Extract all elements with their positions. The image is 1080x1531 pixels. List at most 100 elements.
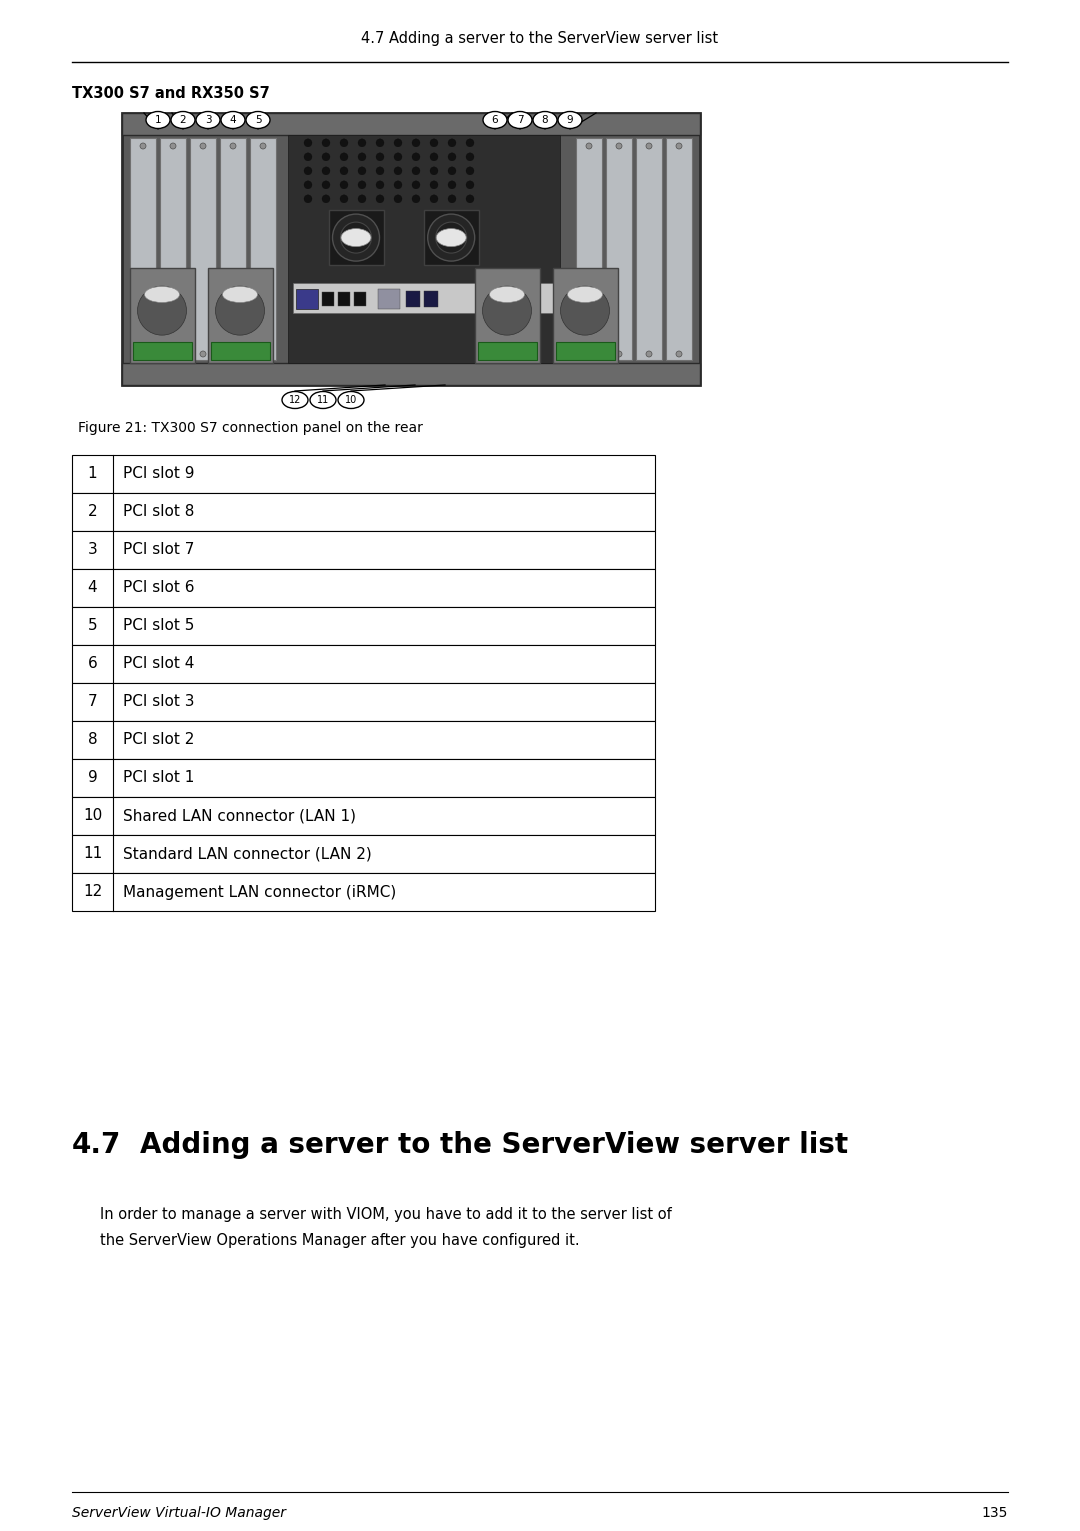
Ellipse shape — [221, 112, 245, 129]
Circle shape — [260, 142, 266, 149]
Circle shape — [260, 351, 266, 357]
Bar — [122, 363, 700, 384]
Ellipse shape — [338, 392, 364, 409]
Bar — [211, 341, 270, 360]
Circle shape — [340, 153, 348, 161]
Circle shape — [448, 194, 456, 202]
Bar — [72, 493, 654, 531]
Bar — [72, 759, 654, 798]
Circle shape — [376, 194, 384, 202]
Text: 1: 1 — [154, 115, 161, 126]
Circle shape — [322, 181, 330, 188]
Bar — [72, 683, 654, 721]
Text: 12: 12 — [288, 395, 301, 406]
Ellipse shape — [341, 228, 372, 246]
Circle shape — [200, 351, 206, 357]
Circle shape — [357, 181, 366, 188]
Circle shape — [616, 142, 622, 149]
Bar — [423, 210, 478, 265]
Circle shape — [137, 286, 187, 335]
Bar — [130, 138, 156, 360]
Bar — [72, 455, 654, 493]
Bar — [474, 268, 540, 363]
Bar — [576, 138, 602, 360]
Text: 6: 6 — [491, 115, 498, 126]
Bar — [249, 138, 276, 360]
Ellipse shape — [222, 286, 257, 303]
Ellipse shape — [489, 286, 525, 303]
Circle shape — [411, 139, 420, 147]
Circle shape — [448, 181, 456, 188]
Bar — [424, 291, 438, 306]
Ellipse shape — [282, 392, 308, 409]
Text: 135: 135 — [982, 1507, 1008, 1520]
Text: Shared LAN connector (LAN 1): Shared LAN connector (LAN 1) — [123, 808, 356, 824]
Ellipse shape — [146, 112, 170, 129]
Bar — [322, 292, 334, 306]
Circle shape — [646, 351, 652, 357]
Circle shape — [676, 351, 681, 357]
Bar — [636, 138, 662, 360]
Text: 8: 8 — [87, 732, 97, 747]
Text: Adding a server to the ServerView server list: Adding a server to the ServerView server… — [140, 1131, 848, 1159]
Ellipse shape — [558, 112, 582, 129]
Text: PCI slot 8: PCI slot 8 — [123, 505, 194, 519]
Circle shape — [303, 194, 312, 202]
Circle shape — [357, 167, 366, 175]
Text: PCI slot 6: PCI slot 6 — [123, 580, 194, 596]
Bar — [122, 113, 700, 384]
Circle shape — [200, 142, 206, 149]
Circle shape — [376, 139, 384, 147]
Ellipse shape — [567, 286, 603, 303]
Circle shape — [394, 167, 402, 175]
Circle shape — [303, 153, 312, 161]
Text: 2: 2 — [87, 505, 97, 519]
Text: PCI slot 7: PCI slot 7 — [123, 542, 194, 557]
Circle shape — [376, 181, 384, 188]
Circle shape — [394, 139, 402, 147]
Bar — [72, 873, 654, 911]
Circle shape — [394, 181, 402, 188]
Circle shape — [230, 142, 237, 149]
Text: 3: 3 — [87, 542, 97, 557]
Ellipse shape — [310, 392, 336, 409]
Text: 10: 10 — [83, 808, 103, 824]
Circle shape — [483, 286, 531, 335]
Text: Figure 21: TX300 S7 connection panel on the rear: Figure 21: TX300 S7 connection panel on … — [78, 421, 423, 435]
Bar — [296, 289, 318, 309]
Bar — [555, 341, 615, 360]
Circle shape — [411, 194, 420, 202]
Circle shape — [140, 351, 146, 357]
Circle shape — [411, 167, 420, 175]
Circle shape — [448, 139, 456, 147]
Bar — [293, 283, 555, 312]
Circle shape — [411, 153, 420, 161]
Circle shape — [322, 167, 330, 175]
Text: 11: 11 — [83, 847, 103, 862]
Bar — [133, 341, 191, 360]
Bar — [72, 531, 654, 570]
Text: 10: 10 — [345, 395, 357, 406]
Circle shape — [333, 214, 379, 262]
Text: PCI slot 3: PCI slot 3 — [123, 695, 194, 709]
Text: PCI slot 1: PCI slot 1 — [123, 770, 194, 785]
Text: 4: 4 — [230, 115, 237, 126]
Bar — [354, 292, 366, 306]
Circle shape — [140, 142, 146, 149]
Bar — [288, 135, 561, 363]
Circle shape — [303, 181, 312, 188]
Circle shape — [430, 167, 438, 175]
Text: PCI slot 5: PCI slot 5 — [123, 619, 194, 634]
Text: In order to manage a server with VIOM, you have to add it to the server list of: In order to manage a server with VIOM, y… — [100, 1208, 672, 1222]
Bar — [207, 268, 272, 363]
Circle shape — [376, 167, 384, 175]
Circle shape — [303, 167, 312, 175]
Circle shape — [394, 194, 402, 202]
Bar — [666, 138, 692, 360]
Ellipse shape — [508, 112, 532, 129]
Circle shape — [465, 139, 474, 147]
Text: 7: 7 — [87, 695, 97, 709]
Bar — [72, 570, 654, 606]
Circle shape — [465, 167, 474, 175]
Circle shape — [376, 153, 384, 161]
